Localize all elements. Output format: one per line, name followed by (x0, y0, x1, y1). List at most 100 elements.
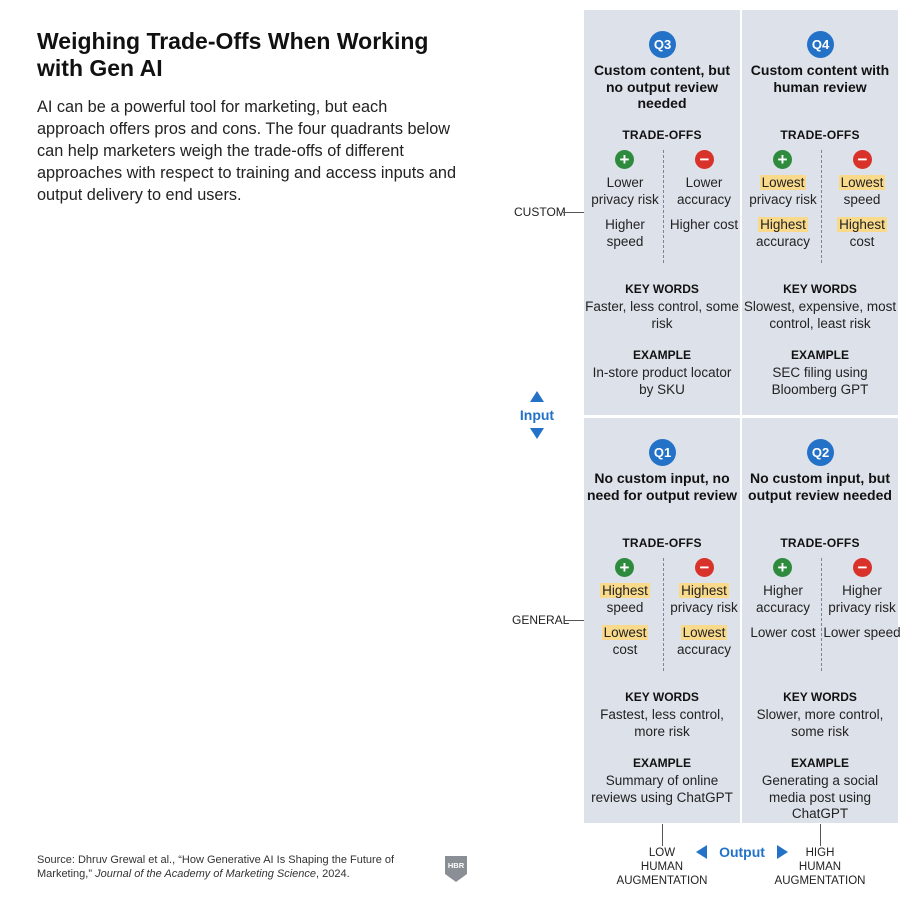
plus-icon: + (615, 150, 634, 169)
quadrant-title: No custom input, but output review neede… (748, 470, 892, 503)
keywords-heading: KEY WORDS (783, 690, 857, 704)
con-item: Higher cost (665, 217, 743, 234)
minus-icon: − (853, 558, 872, 577)
tradeoff-text: Higher privacy risk (828, 583, 896, 615)
tradeoff-text: Lower speed (823, 625, 901, 640)
arrow-right-icon (777, 845, 788, 859)
highlight-term: Highest (758, 217, 808, 232)
keywords-text: Fastest, less control, more risk (600, 707, 724, 739)
highlight-term: Lowest (759, 175, 807, 190)
page-title: Weighing Trade-Offs When Working with Ge… (37, 28, 429, 81)
highlight-term: Lowest (601, 625, 649, 640)
pro-item: Lowest privacy risk (744, 175, 822, 208)
quadrant-q2: Q2 No custom input, but output review nee… (742, 418, 901, 823)
tradeoff-text: Lower cost (750, 625, 816, 640)
arrow-left-icon (696, 845, 707, 859)
con-item: Lower speed (823, 625, 901, 642)
tradeoff-text: Higher accuracy (755, 583, 811, 615)
quadrant-q3: Q3 Custom content, but no output review n… (584, 10, 740, 415)
pros-column: Lowest privacy risk Highest accuracy (744, 175, 822, 259)
pro-item: Higher speed (586, 217, 664, 250)
cons-column: Highest privacy risk Lowest accuracy (665, 583, 743, 667)
con-item: Highest cost (823, 217, 901, 250)
pro-item: Lower privacy risk (586, 175, 664, 208)
output-axis: Output (696, 842, 788, 862)
cons-column: Higher privacy risk Lower speed (823, 583, 901, 651)
hbr-logo-icon: HBR (445, 856, 467, 882)
con-item: Higher privacy risk (823, 583, 901, 616)
tradeoff-text: speed (843, 191, 881, 207)
quadrant-badge: Q1 (649, 439, 676, 466)
keywords-heading: KEY WORDS (783, 282, 857, 296)
tradeoffs-heading: TRADE-OFFS (622, 128, 702, 142)
pro-item: Higher accuracy (744, 583, 822, 616)
tradeoff-text: cost (849, 233, 875, 249)
tradeoff-text: Higher cost (669, 217, 739, 232)
plus-icon: + (773, 150, 792, 169)
tradeoff-text: privacy risk (749, 191, 817, 207)
minus-icon: − (695, 558, 714, 577)
quadrant-badge: Q2 (807, 439, 834, 466)
highlight-term: Highest (600, 583, 650, 598)
quadrant-title: Custom content, but no output review nee… (593, 62, 731, 111)
cons-column: Lowest speed Highest cost (823, 175, 901, 259)
highlight-term: Lowest (680, 625, 728, 640)
input-axis: Input (518, 391, 556, 439)
tradeoff-text: accuracy (676, 641, 732, 657)
example-text: Generating a social media post using Cha… (761, 773, 879, 821)
example-text: Summary of online reviews using ChatGPT (591, 773, 733, 805)
pros-column: Higher accuracy Lower cost (744, 583, 822, 651)
tradeoff-text: Lower privacy risk (591, 175, 659, 207)
highlight-term: Highest (679, 583, 729, 598)
custom-axis-label: CUSTOM (514, 205, 566, 219)
output-axis-label: Output (719, 844, 765, 860)
tradeoff-divider (663, 558, 664, 671)
con-item: Lowest accuracy (665, 625, 743, 658)
pro-item: Highest speed (586, 583, 664, 616)
tradeoff-text: speed (606, 599, 644, 615)
keywords-heading: KEY WORDS (625, 282, 699, 296)
pro-item: Lower cost (744, 625, 822, 642)
low-human-augmentation-label: LOW HUMAN AUGMENTATION (616, 847, 708, 887)
pros-column: Highest speed Lowest cost (586, 583, 664, 667)
quadrant-grid: Q3 Custom content, but no output review n… (584, 10, 901, 823)
minus-icon: − (853, 150, 872, 169)
keywords-text: Faster, less control, some risk (585, 299, 739, 331)
tradeoff-divider (821, 150, 822, 263)
con-item: Highest privacy risk (665, 583, 743, 616)
tradeoffs-heading: TRADE-OFFS (622, 536, 702, 550)
quadrant-badge: Q3 (649, 31, 676, 58)
quadrant-q1: Q1 No custom input, no need for output re… (584, 418, 740, 823)
highlight-term: Highest (837, 217, 887, 232)
quadrant-title: Custom content with human review (750, 62, 890, 95)
tradeoff-text: cost (612, 641, 638, 657)
example-heading: EXAMPLE (790, 756, 849, 770)
arrow-down-icon (530, 428, 544, 439)
general-tick (565, 620, 584, 621)
plus-icon: + (773, 558, 792, 577)
high-tick (820, 824, 821, 846)
keywords-text: Slowest, expensive, most control, least … (743, 299, 897, 331)
input-axis-label: Input (519, 407, 555, 423)
con-item: Lower accuracy (665, 175, 743, 208)
pro-item: Lowest cost (586, 625, 664, 658)
tradeoff-text: accuracy (755, 233, 811, 249)
quadrant-title: No custom input, no need for output revi… (586, 470, 738, 503)
arrow-up-icon (530, 391, 544, 402)
highlight-term: Lowest (838, 175, 886, 190)
example-heading: EXAMPLE (632, 756, 691, 770)
example-heading: EXAMPLE (632, 348, 691, 362)
plus-icon: + (615, 558, 634, 577)
general-axis-label: GENERAL (512, 613, 570, 627)
minus-icon: − (695, 150, 714, 169)
con-item: Lowest speed (823, 175, 901, 208)
keywords-text: Slower, more control, some risk (756, 707, 884, 739)
tradeoff-divider (821, 558, 822, 671)
quadrant-badge: Q4 (807, 31, 834, 58)
source-citation: Source: Dhruv Grewal et al., “How Genera… (37, 854, 395, 880)
tradeoff-divider (663, 150, 664, 263)
example-text: In-store product locator by SKU (592, 365, 732, 397)
example-text: SEC filing using Bloomberg GPT (771, 365, 869, 397)
cons-column: Lower accuracy Higher cost (665, 175, 743, 243)
keywords-heading: KEY WORDS (625, 690, 699, 704)
